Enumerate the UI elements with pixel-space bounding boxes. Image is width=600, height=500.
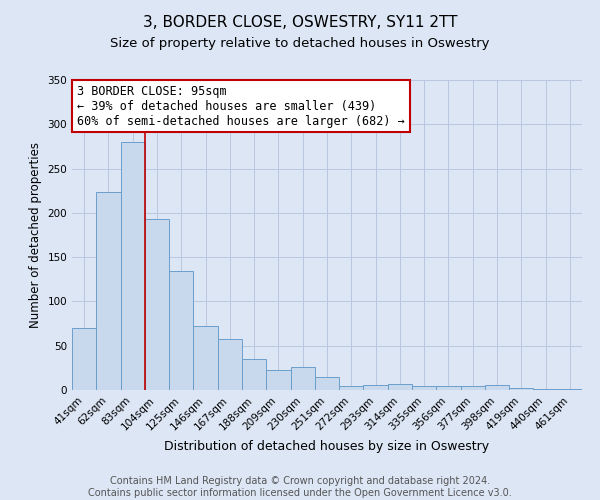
Bar — [364, 384, 388, 390]
Text: 3 BORDER CLOSE: 95sqm
← 39% of detached houses are smaller (439)
60% of semi-det: 3 BORDER CLOSE: 95sqm ← 39% of detached … — [77, 84, 405, 128]
Bar — [218, 338, 242, 390]
Text: Size of property relative to detached houses in Oswestry: Size of property relative to detached ho… — [110, 38, 490, 51]
Bar — [412, 386, 436, 390]
Bar — [339, 386, 364, 390]
Bar — [121, 142, 145, 390]
Text: 3, BORDER CLOSE, OSWESTRY, SY11 2TT: 3, BORDER CLOSE, OSWESTRY, SY11 2TT — [143, 15, 457, 30]
Bar — [72, 328, 96, 390]
Bar — [461, 386, 485, 390]
Bar — [388, 384, 412, 390]
Bar — [533, 389, 558, 390]
Bar — [193, 326, 218, 390]
Bar — [315, 376, 339, 390]
Bar — [558, 389, 582, 390]
Bar — [436, 386, 461, 390]
Bar — [485, 384, 509, 390]
Bar — [509, 388, 533, 390]
Bar — [169, 272, 193, 390]
Text: Contains HM Land Registry data © Crown copyright and database right 2024.
Contai: Contains HM Land Registry data © Crown c… — [88, 476, 512, 498]
Bar — [145, 219, 169, 390]
Bar — [242, 359, 266, 390]
Bar — [96, 192, 121, 390]
X-axis label: Distribution of detached houses by size in Oswestry: Distribution of detached houses by size … — [164, 440, 490, 453]
Bar — [290, 367, 315, 390]
Bar — [266, 370, 290, 390]
Y-axis label: Number of detached properties: Number of detached properties — [29, 142, 42, 328]
